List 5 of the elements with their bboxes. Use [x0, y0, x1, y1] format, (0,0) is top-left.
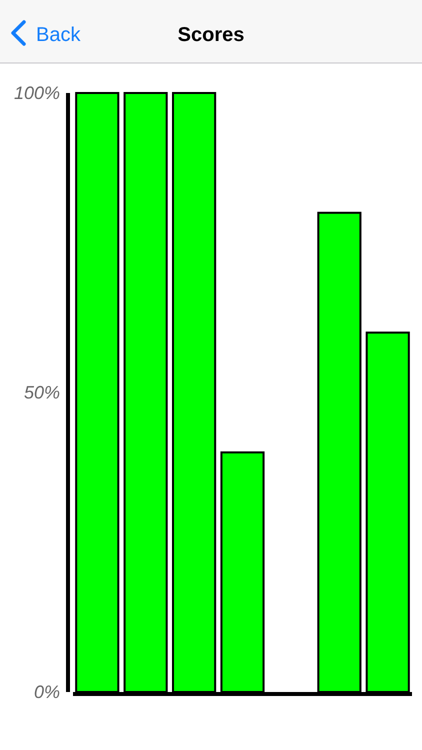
- y-tick-label: 50%: [24, 382, 60, 402]
- y-tick-label: 100%: [14, 82, 60, 103]
- chart-title: Scores: [178, 24, 244, 46]
- y-tick-label: 0%: [34, 682, 60, 702]
- text: Back: [36, 24, 82, 46]
